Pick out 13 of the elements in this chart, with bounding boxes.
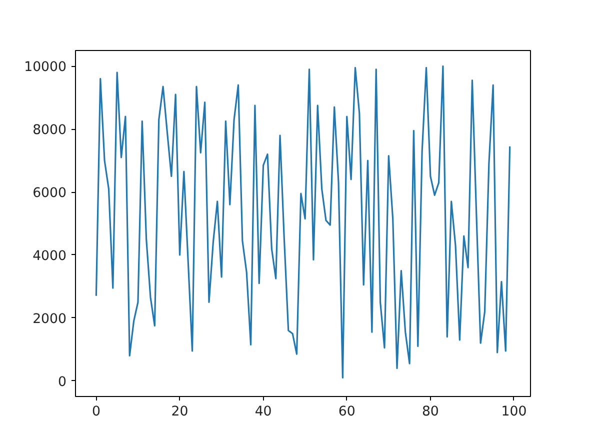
- y-tick-label: 0: [58, 374, 67, 390]
- y-tick-label: 10000: [24, 60, 67, 76]
- x-tick-label: 60: [338, 404, 356, 420]
- x-tick-label: 0: [92, 404, 100, 420]
- line-series: [95, 65, 511, 379]
- x-tick-label: 20: [171, 404, 188, 420]
- x-tick-label: 80: [422, 404, 439, 420]
- y-tick-label: 8000: [32, 123, 67, 138]
- y-tick-label: 6000: [32, 186, 67, 202]
- x-tick-label: 100: [501, 404, 527, 420]
- x-tick-label: 40: [254, 404, 272, 420]
- y-tick-label: 4000: [32, 248, 67, 264]
- y-tick-label: 2000: [32, 312, 67, 327]
